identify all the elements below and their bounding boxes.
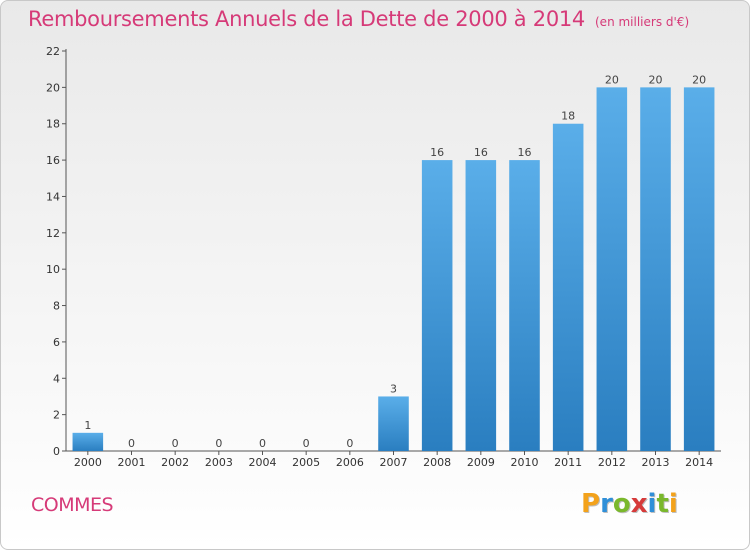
x-tick-label: 2004 (249, 456, 277, 469)
bar-2014 (683, 87, 715, 451)
bar-2000 (72, 432, 104, 451)
value-label: 20 (605, 73, 619, 86)
value-label: 16 (474, 146, 488, 159)
x-tick-label: 2002 (161, 456, 189, 469)
value-label: 20 (649, 73, 663, 86)
bar-2009 (465, 160, 497, 451)
bar-2013 (640, 87, 671, 451)
y-tick-label: 4 (53, 372, 60, 385)
value-label: 0 (303, 437, 310, 450)
y-tick-label: 6 (53, 336, 60, 349)
y-tick-label: 8 (53, 300, 60, 313)
y-tick-label: 20 (46, 81, 60, 94)
y-tick-label: 14 (46, 190, 60, 203)
value-label: 0 (346, 437, 353, 450)
bar-2011 (552, 123, 584, 452)
x-tick-label: 2008 (423, 456, 451, 469)
y-tick-label: 18 (46, 118, 60, 131)
place-name: COMMES (31, 494, 114, 516)
value-label: 20 (692, 73, 706, 86)
x-tick-label: 2005 (292, 456, 320, 469)
y-tick-label: 10 (46, 263, 60, 276)
bars (72, 87, 715, 452)
logo-letter: i (647, 489, 657, 519)
value-label: 16 (518, 146, 532, 159)
x-tick-label: 2006 (336, 456, 364, 469)
value-labels: 1 0 0 0 0 0 0 3 16 16 16 18 20 20 20 (84, 73, 706, 450)
value-label: 18 (561, 110, 575, 123)
logo-letter: i (668, 489, 678, 519)
logo-letter: r (600, 489, 613, 519)
logo-letter: t (656, 489, 669, 519)
value-label: 1 (84, 419, 91, 432)
value-label: 16 (430, 146, 444, 159)
y-tick-label: 2 (53, 409, 60, 422)
x-tick-label: 2000 (74, 456, 102, 469)
value-label: 0 (172, 437, 179, 450)
x-tick-label: 2010 (511, 456, 539, 469)
title-text: Remboursements Annuels de la Dette de 20… (28, 7, 585, 31)
logo-letter: o (612, 489, 631, 519)
value-label: 3 (390, 382, 397, 395)
bar-2008 (421, 160, 453, 451)
bar-2007 (378, 396, 409, 451)
x-tick-label: 2011 (554, 456, 582, 469)
logo-letter: P (581, 489, 601, 519)
x-tick-label: 2013 (642, 456, 670, 469)
y-tick-label: 12 (46, 227, 60, 240)
x-tick-label: 2014 (685, 456, 713, 469)
y-tick-label: 16 (46, 154, 60, 167)
bar-2012 (596, 87, 628, 451)
value-label: 0 (215, 437, 222, 450)
logo-letter: x (630, 489, 648, 519)
x-tick-label: 2003 (205, 456, 233, 469)
x-tick-label: 2012 (598, 456, 626, 469)
value-label: 0 (128, 437, 135, 450)
value-label: 0 (259, 437, 266, 450)
y-tick-label: 0 (53, 445, 60, 458)
proxiti-logo: Proxiti (581, 489, 678, 519)
bar-2010 (509, 160, 540, 451)
chart-title: Remboursements Annuels de la Dette de 20… (28, 7, 689, 31)
chart-subtitle: (en milliers d'€) (595, 15, 690, 29)
x-tick-label: 2009 (467, 456, 495, 469)
x-tick-label: 2007 (380, 456, 408, 469)
y-tick-label: 22 (46, 45, 60, 58)
x-tick-label: 2001 (118, 456, 146, 469)
